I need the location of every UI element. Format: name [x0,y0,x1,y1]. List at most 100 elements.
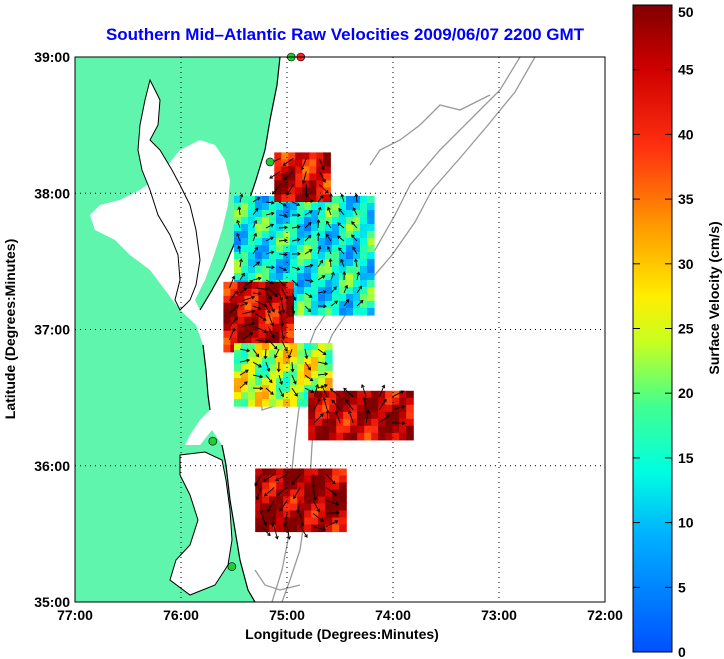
velocity-arrow [236,220,241,229]
velocity-cell [241,252,249,260]
velocity-arrow [273,526,278,539]
velocity-cell [297,475,305,484]
velocity-cell [269,343,277,351]
velocity-cell [283,489,291,498]
velocity-cell [311,238,319,246]
arrow-head [309,199,314,204]
velocity-cell [241,385,249,393]
velocity-cell [311,245,319,253]
velocity-cell [357,390,365,399]
velocity-cell [255,252,263,260]
velocity-cell [304,245,312,253]
velocity-cell [297,399,305,407]
velocity-arrow [317,275,325,281]
velocity-cell [230,302,238,311]
velocity-arrow [268,287,278,298]
x-tick-labels: 77:00 76:00 75:00 74:00 73:00 72:00 [57,607,623,623]
velocity-cell [276,273,284,281]
colorbar-tick-label: 40 [678,126,694,142]
velocity-cell [255,357,263,365]
velocity-cell [367,308,375,316]
arrow-head [362,396,367,401]
velocity-cell [308,425,316,434]
velocity-cell [269,378,277,386]
arrow-head [361,384,365,388]
arrow-head [324,361,329,366]
velocity-cell [248,385,256,393]
velocity-cell [223,323,231,332]
velocity-cell [304,252,312,260]
hf-radar-stations [208,52,306,571]
velocity-cell [297,217,305,225]
velocity-cell [309,180,317,188]
velocity-arrow [378,414,390,424]
velocity-cell [262,524,270,533]
velocity-arrow [267,313,274,326]
velocity-cell [230,309,238,318]
velocity-cell [262,245,270,253]
velocity-cell [318,217,326,225]
colorbar-label: Surface Velocity (cm/s) [706,221,722,374]
velocity-cell [323,166,331,174]
arrow-head [251,309,256,314]
velocity-arrow [265,361,270,372]
velocity-cell [234,203,242,211]
velocity-cell [406,397,414,406]
y-tick-label: 37:00 [34,322,70,338]
arrow-head [327,206,331,211]
velocity-arrow [265,223,274,229]
velocity-arrow [365,410,369,423]
velocity-cell [357,425,365,434]
station-marker [265,157,275,167]
velocity-cell [276,399,284,407]
velocity-cell [367,280,375,288]
velocity-cell [360,287,368,295]
velocity-cell [262,266,270,274]
arrow-head [291,481,296,485]
velocity-arrow [317,290,326,294]
arrow-head [334,300,339,305]
velocity-cell [325,203,333,211]
velocity-arrow [337,222,345,229]
velocity-cell [262,196,270,204]
velocity-arrow [325,474,336,485]
velocity-cell [357,432,365,441]
velocity-arrow [255,287,268,290]
chesapeake-bay [137,78,201,311]
velocity-cell [274,180,282,188]
velocity-cell [318,259,326,267]
velocity-cell [281,159,289,167]
colorbar-tick-label: 5 [678,579,686,595]
velocity-arrow [291,279,299,286]
velocity-cell [311,489,319,498]
velocity-cell [346,266,354,274]
velocity-cell [286,316,294,325]
velocity-cell [392,411,400,420]
velocity-cell [311,468,319,477]
velocity-cell [258,295,266,304]
arrow-head [365,409,370,414]
velocity-arrow [329,258,332,268]
velocity-arrow [239,302,248,307]
arrow-head [351,221,355,225]
velocity-arrow [313,526,326,531]
velocity-arrow [284,513,288,526]
velocity-arrow [318,171,326,183]
velocity-arrow [313,384,319,397]
arrow-head [236,232,240,237]
velocity-cell [255,482,263,491]
arrow-head [359,299,364,304]
arrow-head [301,180,306,185]
velocity-cell [367,224,375,232]
velocity-cell [318,294,326,302]
velocity-arrow [239,348,250,352]
velocity-arrow [229,304,239,315]
velocity-cell [332,482,340,491]
velocity-cell [353,287,361,295]
velocity-arrow [317,232,319,242]
velocity-cell [283,238,291,246]
velocity-cell [325,273,333,281]
arrow-head [319,259,324,264]
velocity-arrow [341,194,345,203]
